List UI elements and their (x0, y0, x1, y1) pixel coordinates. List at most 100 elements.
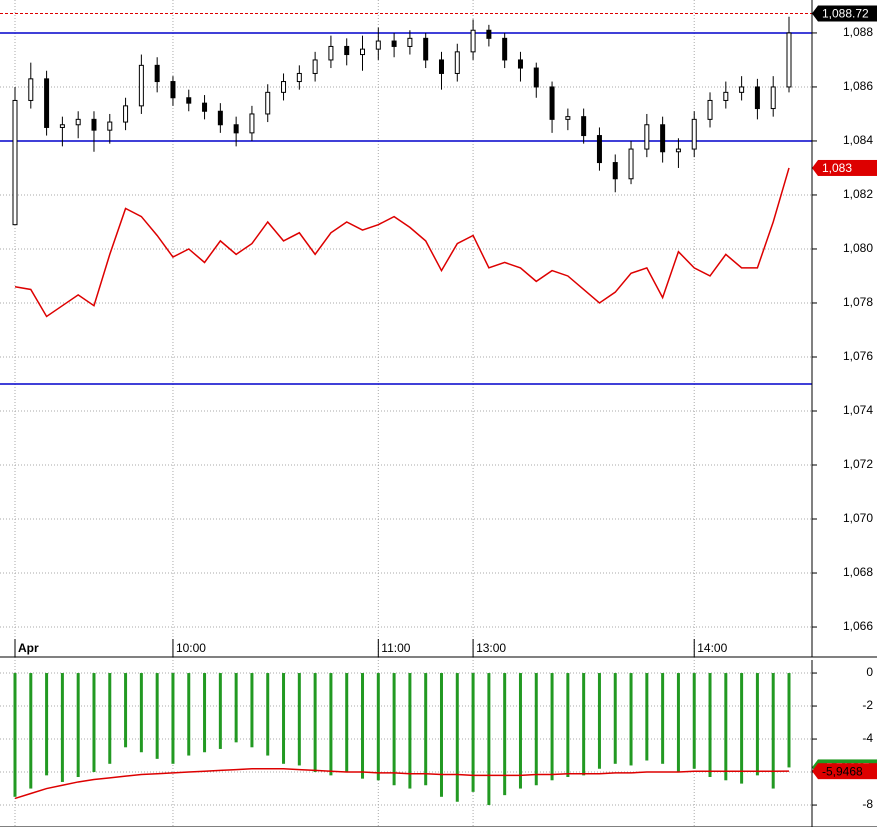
candle-body (754, 86, 760, 110)
y-tick-label: 1,086 (843, 79, 873, 93)
bar (582, 673, 586, 776)
candle-body (486, 29, 492, 39)
bar (424, 673, 428, 786)
y-tick-label: 1,082 (843, 187, 873, 201)
candle-body (407, 37, 413, 47)
x-tick-label: 14:00 (697, 641, 727, 655)
bar (108, 673, 112, 764)
bar (503, 673, 507, 796)
bar (171, 673, 175, 764)
candle-body (691, 118, 697, 150)
candle-body (360, 48, 366, 56)
candle-body (107, 121, 113, 131)
bar (645, 673, 649, 761)
bar (487, 673, 491, 806)
candle-body (644, 124, 650, 150)
bar (755, 673, 759, 776)
candle-body (517, 59, 523, 69)
bar (218, 673, 222, 749)
bar (139, 673, 143, 753)
bar (566, 673, 570, 777)
y-tick-label: -2 (862, 698, 873, 712)
y-tick-label: -4 (862, 731, 873, 745)
y-tick-label: 1,076 (843, 349, 873, 363)
candle-body (44, 78, 50, 128)
bar (266, 673, 270, 756)
y-tick-label: -8 (862, 797, 873, 811)
bar (392, 673, 396, 786)
indicator-line (14, 767, 790, 800)
bar (771, 673, 775, 789)
bar (29, 673, 33, 789)
candle-body (786, 32, 792, 88)
y-tick-label: 1,066 (843, 619, 873, 633)
candle-body (739, 86, 745, 93)
value-tag-label: 1,088.72 (822, 7, 869, 21)
candle-body (265, 91, 271, 115)
y-tick-label: 1,084 (843, 133, 873, 147)
candle-body (470, 29, 476, 53)
bar (250, 673, 254, 748)
y-tick-label: 1,070 (843, 511, 873, 525)
y-tick-label: 0 (866, 665, 873, 679)
candle-body (249, 113, 255, 134)
bar (613, 673, 617, 764)
candle-body (91, 118, 97, 131)
bar (518, 673, 522, 789)
y-tick-label: 1,088 (843, 25, 873, 39)
candle-body (233, 124, 239, 134)
value-tag-arrow (812, 159, 818, 176)
candle-body (533, 67, 539, 88)
candle-body (770, 86, 776, 110)
candle-body (502, 37, 508, 61)
y-tick-label: 1,068 (843, 565, 873, 579)
candle-body (723, 91, 729, 101)
candle-body (596, 135, 602, 164)
candle-body (75, 118, 81, 126)
candle-body (328, 45, 334, 61)
candle-body (707, 99, 713, 120)
value-tag (818, 763, 877, 780)
candle-body (391, 40, 397, 47)
candle-body (612, 162, 618, 180)
x-tick-label: Apr (18, 641, 39, 655)
bar (297, 673, 301, 766)
candle-body (660, 124, 666, 153)
candle-body (628, 148, 634, 180)
bar (60, 673, 64, 782)
bar (629, 673, 633, 766)
bar (550, 673, 554, 781)
bar (282, 673, 286, 764)
bar (155, 673, 159, 759)
candle-body (423, 37, 429, 61)
candle-body (28, 78, 34, 101)
bar (787, 673, 791, 768)
candle-body (154, 64, 160, 83)
candle-body (675, 148, 681, 153)
candle-body (549, 86, 555, 120)
candle-body (186, 97, 192, 104)
candle-body (59, 124, 65, 128)
value-tag-label: -5,9468 (822, 764, 863, 778)
y-tick-label: 1,078 (843, 295, 873, 309)
bar (376, 673, 380, 781)
y-tick-label: 1,080 (843, 241, 873, 255)
value-tag-arrow (812, 763, 818, 780)
candle-body (12, 99, 18, 226)
bar (597, 673, 601, 769)
price-line (14, 167, 790, 318)
value-tag-arrow (812, 5, 818, 22)
bar (45, 673, 49, 776)
x-tick-label: 10:00 (176, 641, 206, 655)
candle-body (438, 59, 444, 74)
candle-body (281, 81, 287, 93)
bar (313, 673, 317, 773)
candle-body (217, 110, 223, 126)
bar (740, 673, 744, 784)
value-tag-label: 1,083 (822, 161, 852, 175)
x-tick-label: 13:00 (476, 641, 506, 655)
value-tag (818, 159, 877, 176)
bar (676, 673, 680, 773)
